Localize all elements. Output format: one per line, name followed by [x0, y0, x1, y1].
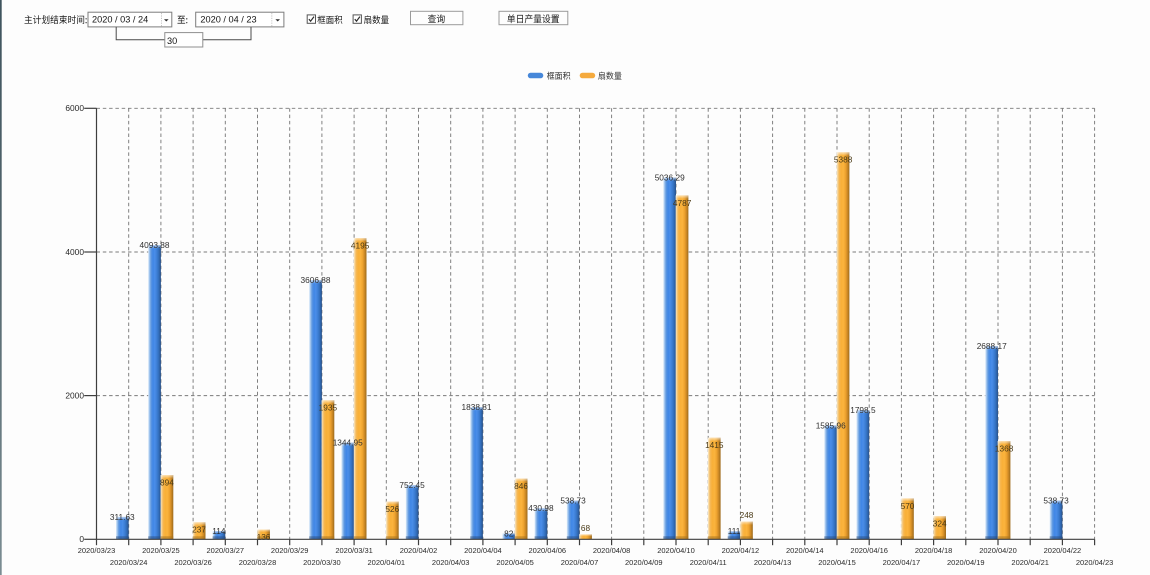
svg-text:2020/04/11: 2020/04/11 — [690, 558, 727, 567]
svg-text:4000: 4000 — [65, 247, 84, 257]
svg-text:538.73: 538.73 — [560, 496, 586, 506]
svg-text:526: 526 — [385, 504, 399, 514]
svg-text:324: 324 — [933, 518, 947, 528]
svg-text:0: 0 — [79, 534, 84, 544]
svg-text:3606.88: 3606.88 — [301, 275, 331, 285]
svg-text:1935: 1935 — [319, 403, 338, 413]
svg-text:311.63: 311.63 — [110, 512, 135, 522]
svg-text:2020/03/27: 2020/03/27 — [207, 546, 245, 555]
svg-text:2020 / 03 / 24: 2020 / 03 / 24 — [92, 15, 148, 25]
svg-text:4093.88: 4093.88 — [140, 240, 170, 250]
svg-text:2020/04/02: 2020/04/02 — [400, 546, 438, 555]
svg-text:1838.81: 1838.81 — [462, 402, 492, 412]
svg-text:2000: 2000 — [65, 391, 84, 401]
svg-text:2020/04/13: 2020/04/13 — [754, 558, 792, 567]
svg-text:2020/04/08: 2020/04/08 — [593, 546, 631, 555]
svg-text:2020/04/06: 2020/04/06 — [529, 546, 567, 555]
svg-text:2688.17: 2688.17 — [977, 341, 1007, 351]
svg-text:2020/04/20: 2020/04/20 — [979, 546, 1017, 555]
svg-text:2020/04/17: 2020/04/17 — [883, 558, 921, 567]
svg-text:2020/03/28: 2020/03/28 — [239, 558, 277, 567]
svg-text:248: 248 — [740, 510, 754, 520]
svg-text:2020/04/09: 2020/04/09 — [625, 558, 663, 567]
svg-text:2020/04/10: 2020/04/10 — [657, 546, 695, 555]
svg-text:2020/04/22: 2020/04/22 — [1044, 546, 1082, 555]
svg-text:2020/04/19: 2020/04/19 — [947, 558, 985, 567]
svg-text:752.45: 752.45 — [399, 480, 425, 490]
svg-text:2020/03/24: 2020/03/24 — [110, 558, 148, 567]
svg-text:5388: 5388 — [834, 155, 853, 165]
svg-text:2020/04/05: 2020/04/05 — [496, 558, 534, 567]
svg-text:570: 570 — [901, 501, 915, 511]
svg-text:2020/03/31: 2020/03/31 — [335, 546, 373, 555]
svg-text:2020/04/23: 2020/04/23 — [1076, 558, 1114, 567]
svg-text:2020/04/12: 2020/04/12 — [722, 546, 760, 555]
svg-text:4195: 4195 — [351, 240, 370, 250]
svg-text:68: 68 — [581, 523, 591, 533]
svg-text:5036.29: 5036.29 — [655, 172, 685, 182]
svg-text:30: 30 — [167, 36, 177, 46]
svg-text:2020 / 04 / 23: 2020 / 04 / 23 — [200, 15, 256, 25]
svg-text:237: 237 — [192, 525, 206, 535]
svg-text:4787: 4787 — [673, 198, 692, 208]
svg-text:1585.96: 1585.96 — [816, 420, 846, 430]
svg-text:111: 111 — [728, 526, 741, 536]
svg-text:6000: 6000 — [65, 103, 84, 113]
svg-text:82: 82 — [504, 528, 514, 538]
svg-text:2020/03/29: 2020/03/29 — [271, 546, 309, 555]
svg-text:2020/04/04: 2020/04/04 — [464, 546, 502, 555]
svg-text:2020/04/01: 2020/04/01 — [368, 558, 406, 567]
svg-text:2020/04/03: 2020/04/03 — [432, 558, 470, 567]
svg-text:2020/04/14: 2020/04/14 — [786, 546, 824, 555]
svg-text:2020/04/07: 2020/04/07 — [561, 558, 599, 567]
svg-text:846: 846 — [514, 481, 528, 491]
svg-text:2020/04/18: 2020/04/18 — [915, 546, 953, 555]
svg-text:2020/04/15: 2020/04/15 — [818, 558, 856, 567]
svg-text:538.73: 538.73 — [1043, 496, 1069, 506]
svg-text:2020/03/30: 2020/03/30 — [303, 558, 341, 567]
svg-text:2020/03/26: 2020/03/26 — [174, 558, 212, 567]
svg-text:136: 136 — [257, 532, 271, 542]
svg-text:2020/04/21: 2020/04/21 — [1011, 558, 1049, 567]
svg-text:1344.95: 1344.95 — [333, 438, 363, 448]
svg-text:114: 114 — [212, 526, 226, 536]
svg-text:2020/04/16: 2020/04/16 — [850, 546, 888, 555]
svg-text:430.98: 430.98 — [528, 503, 554, 513]
svg-text:1368: 1368 — [995, 443, 1014, 453]
svg-text:2020/03/23: 2020/03/23 — [78, 546, 116, 555]
svg-text:1415: 1415 — [705, 440, 724, 450]
svg-text:1798.5: 1798.5 — [850, 405, 876, 415]
svg-text:2020/03/25: 2020/03/25 — [142, 546, 180, 555]
svg-text:894: 894 — [160, 478, 174, 488]
